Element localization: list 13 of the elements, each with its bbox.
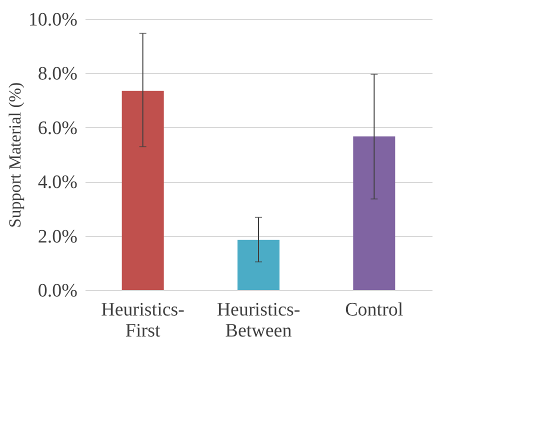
- y-tick-label: 4.0%: [38, 172, 78, 194]
- x-tick-label: Heuristics- Between: [216, 300, 300, 342]
- bar: [353, 136, 396, 290]
- y-tick-label: 6.0%: [38, 118, 78, 139]
- y-tick-label: 2.0%: [38, 226, 78, 248]
- y-tick-label: 8.0%: [38, 64, 78, 85]
- x-tick-label: Control: [345, 300, 404, 320]
- y-tick-label: 0.0%: [38, 280, 78, 302]
- y-tick-label: 10.0%: [28, 10, 78, 30]
- y-axis-title: Support Material (%): [5, 82, 24, 228]
- bar: [122, 90, 164, 290]
- x-tick-label: Heuristics- First: [101, 300, 185, 342]
- bar: [238, 240, 280, 290]
